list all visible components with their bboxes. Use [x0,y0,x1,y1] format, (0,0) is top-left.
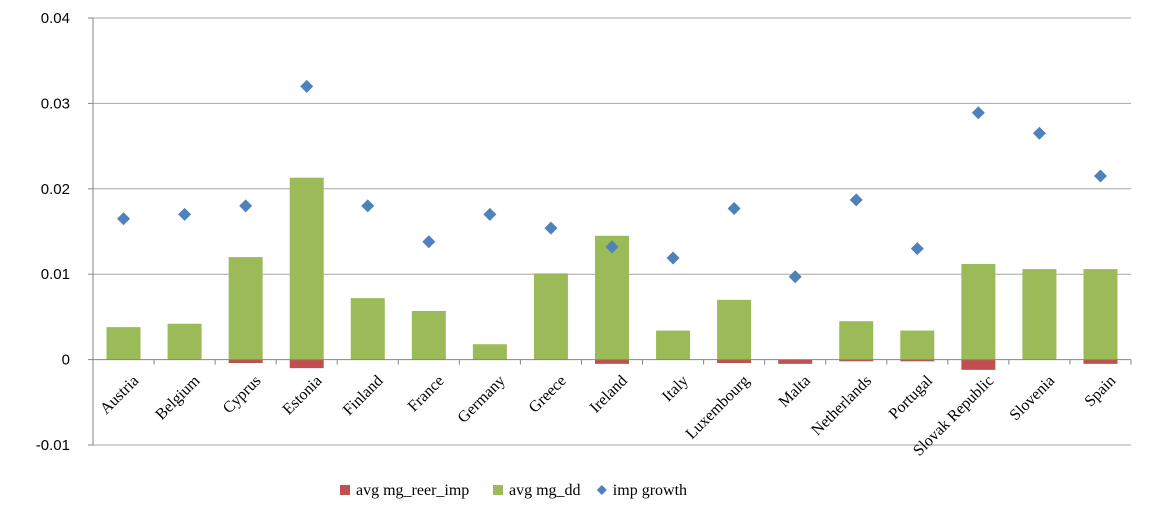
y-tick-label: 0.01 [41,266,70,283]
marker-imp-growth [727,201,741,215]
bar-avg-mg-reer-imp [717,359,752,364]
marker-imp-growth [300,79,314,93]
marker-imp-growth [666,251,680,265]
legend-label: imp growth [613,482,687,499]
y-tick-label: 0.02 [41,181,70,198]
marker-imp-growth [605,240,619,254]
bar-avg-mg-dd [961,263,996,360]
bar-avg-mg-reer-imp [595,359,629,364]
legend-swatch [340,485,350,495]
bar-avg-mg-dd [411,310,446,360]
bar-avg-mg-dd [228,257,263,360]
bar-avg-mg-dd [839,321,874,360]
legend-swatch [493,485,503,495]
marker-imp-growth [178,207,192,221]
bar-avg-mg-dd [106,327,141,360]
legend: avg mg_reer_imp avg mg_dd imp growth [340,482,687,499]
bar-avg-mg-reer-imp [778,359,813,364]
bar-avg-mg-reer-imp [961,359,996,370]
marker-imp-growth [971,106,985,120]
bars [106,177,1118,370]
y-tick-label: 0 [62,352,70,369]
y-tick-label: -0.01 [36,437,70,454]
marker-imp-growth [239,199,253,213]
marker-imp-growth [1093,169,1107,183]
markers [117,79,1107,284]
bar-avg-mg-dd [595,235,629,360]
marker-imp-growth [1032,126,1046,140]
marker-imp-growth [117,212,131,226]
legend-label: avg mg_dd [509,482,581,499]
marker-imp-growth [788,270,802,284]
bar-avg-mg-dd [656,330,691,360]
bar-avg-mg-reer-imp [289,359,324,369]
bar-avg-mg-dd [1083,269,1118,360]
marker-imp-growth [910,242,924,256]
bar-avg-mg-dd [1022,269,1057,360]
bar-avg-mg-reer-imp [228,359,263,364]
axes [88,17,1132,446]
bar-avg-mg-dd [289,177,324,360]
marker-imp-growth [361,199,375,213]
bar-avg-mg-dd [472,344,507,360]
bar-avg-mg-reer-imp [900,359,935,362]
legend-marker [596,485,607,495]
legend-label: avg mg_reer_imp [356,482,469,499]
bar-avg-mg-dd [717,299,752,360]
bar-avg-mg-dd [350,298,385,360]
gridlines [93,17,1131,446]
bar-avg-mg-dd [900,330,935,360]
bar-avg-mg-dd [167,323,202,360]
bar-avg-mg-dd [533,273,568,360]
marker-imp-growth [544,221,558,235]
marker-imp-growth [849,193,863,207]
y-tick-label: 0.04 [41,10,70,27]
bar-avg-mg-reer-imp [1083,359,1118,364]
y-tick-label: 0.03 [41,95,70,112]
marker-imp-growth [422,235,436,249]
bar-avg-mg-reer-imp [839,359,874,362]
y-axis-ticks: 0.04 0.03 0.02 0.01 0 -0.01 [36,10,70,454]
marker-imp-growth [483,207,497,221]
